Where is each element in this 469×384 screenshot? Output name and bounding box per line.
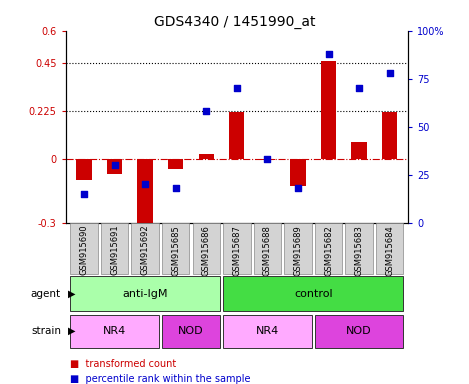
Bar	[260, 159, 275, 160]
Point	[294, 185, 302, 191]
FancyBboxPatch shape	[162, 315, 220, 348]
Text: NOD: NOD	[346, 326, 372, 336]
FancyBboxPatch shape	[223, 315, 312, 348]
FancyBboxPatch shape	[192, 223, 220, 274]
Text: GSM915690: GSM915690	[80, 225, 89, 275]
Text: control: control	[294, 289, 333, 299]
FancyBboxPatch shape	[70, 223, 98, 274]
Point	[386, 70, 393, 76]
FancyBboxPatch shape	[162, 223, 189, 274]
FancyBboxPatch shape	[376, 223, 403, 274]
Point	[264, 156, 271, 162]
Text: strain: strain	[31, 326, 61, 336]
Text: GSM915685: GSM915685	[171, 225, 180, 276]
Text: GSM915689: GSM915689	[294, 225, 303, 276]
Bar	[229, 112, 244, 159]
Text: GSM915682: GSM915682	[324, 225, 333, 276]
Bar	[290, 159, 306, 187]
Bar	[351, 142, 367, 159]
FancyBboxPatch shape	[223, 276, 403, 311]
Text: ▶: ▶	[68, 326, 76, 336]
Point	[325, 51, 333, 57]
Text: GSM915684: GSM915684	[385, 225, 394, 276]
Text: agent: agent	[31, 289, 61, 299]
Text: anti-IgM: anti-IgM	[122, 289, 168, 299]
FancyBboxPatch shape	[315, 315, 403, 348]
Point	[203, 108, 210, 114]
Point	[356, 85, 363, 91]
Bar	[321, 61, 336, 159]
Text: NR4: NR4	[256, 326, 279, 336]
Point	[111, 162, 118, 168]
FancyBboxPatch shape	[223, 223, 250, 274]
FancyBboxPatch shape	[70, 276, 220, 311]
Bar	[168, 159, 183, 169]
FancyBboxPatch shape	[101, 223, 129, 274]
Bar	[107, 159, 122, 174]
Text: GSM915691: GSM915691	[110, 225, 119, 275]
Point	[233, 85, 241, 91]
Bar	[382, 112, 397, 159]
Text: GDS4340 / 1451990_at: GDS4340 / 1451990_at	[154, 15, 315, 29]
Text: NR4: NR4	[103, 326, 126, 336]
Text: GSM915686: GSM915686	[202, 225, 211, 276]
Bar	[199, 154, 214, 159]
FancyBboxPatch shape	[345, 223, 373, 274]
Text: GSM915687: GSM915687	[232, 225, 242, 276]
Text: ■  percentile rank within the sample: ■ percentile rank within the sample	[70, 374, 251, 384]
Text: GSM915683: GSM915683	[355, 225, 363, 276]
Bar	[76, 159, 91, 180]
FancyBboxPatch shape	[315, 223, 342, 274]
FancyBboxPatch shape	[254, 223, 281, 274]
Text: NOD: NOD	[178, 326, 204, 336]
FancyBboxPatch shape	[284, 223, 312, 274]
Text: ▶: ▶	[68, 289, 76, 299]
Text: GSM915688: GSM915688	[263, 225, 272, 276]
FancyBboxPatch shape	[70, 315, 159, 348]
Point	[141, 181, 149, 187]
FancyBboxPatch shape	[131, 223, 159, 274]
Text: GSM915692: GSM915692	[141, 225, 150, 275]
Point	[80, 191, 88, 197]
Bar	[137, 159, 153, 223]
Text: ■  transformed count: ■ transformed count	[70, 359, 177, 369]
Point	[172, 185, 180, 191]
